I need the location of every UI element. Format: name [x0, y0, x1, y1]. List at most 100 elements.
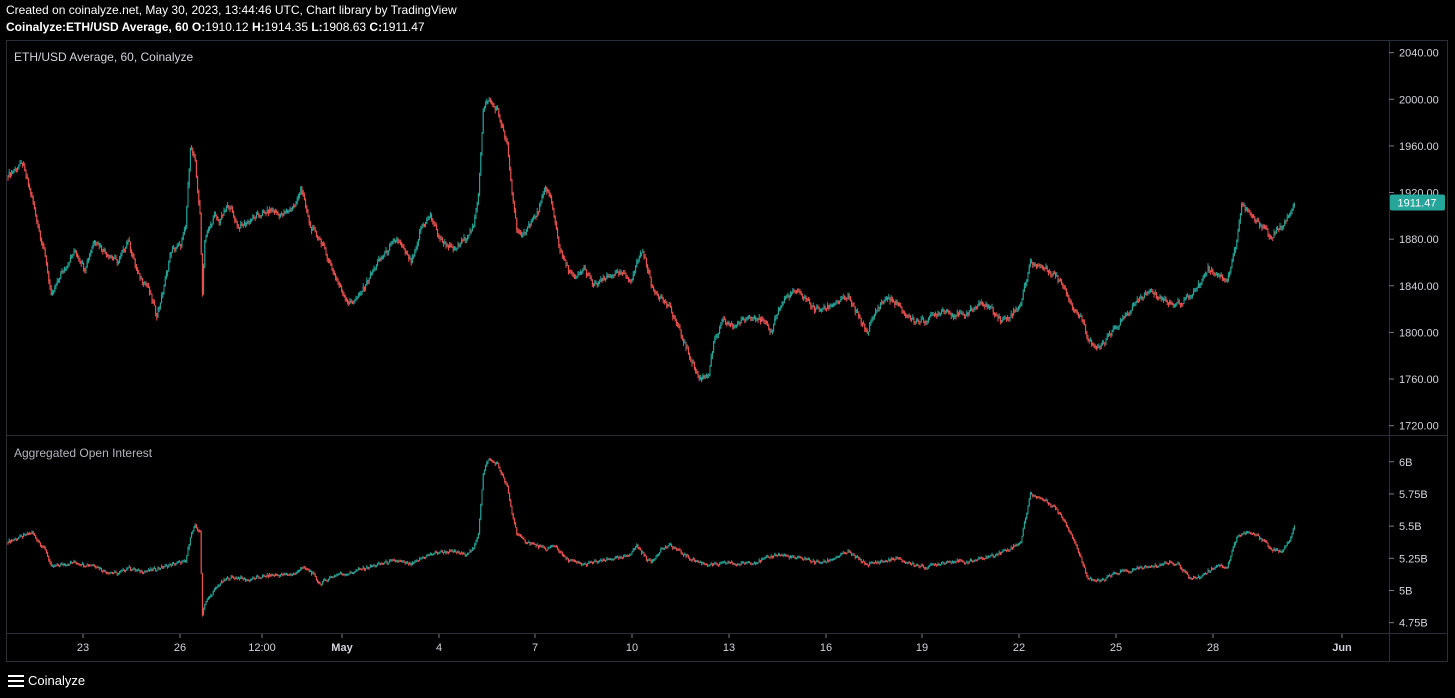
candle-body: [1067, 293, 1069, 296]
candle-body: [35, 208, 37, 215]
candle-body: [813, 305, 815, 311]
candle-body: [414, 252, 416, 257]
candle-body: [85, 266, 87, 271]
candle-body: [667, 305, 669, 307]
candle-body: [33, 203, 35, 209]
candle-body: [389, 560, 391, 563]
candle-body: [143, 281, 145, 284]
candle-body: [449, 550, 451, 553]
candle-body: [914, 565, 916, 567]
candle-body: [1199, 576, 1201, 578]
candle-body: [943, 309, 945, 311]
hamburger-icon: [8, 674, 24, 687]
candle-body: [155, 305, 157, 313]
candle-body: [1047, 502, 1049, 504]
candle-body: [49, 560, 51, 564]
candle-body: [977, 306, 979, 308]
candle-body: [510, 169, 512, 181]
candle-body: [889, 297, 891, 302]
candle-body: [944, 310, 946, 312]
candle-body: [1238, 535, 1240, 537]
candle-body: [1118, 573, 1120, 575]
candle-body: [27, 179, 29, 186]
high-value: 1914.35: [264, 20, 308, 34]
candle-body: [203, 265, 205, 294]
candle-body: [216, 216, 218, 219]
candle-body: [704, 563, 706, 565]
candle-body: [764, 322, 766, 324]
candle-body: [164, 278, 166, 287]
candle-body: [926, 567, 928, 569]
candle-body: [415, 249, 417, 253]
candle-body: [1074, 539, 1076, 543]
candle-body: [1055, 273, 1057, 277]
candle-body: [1225, 279, 1227, 281]
candle-body: [621, 273, 623, 275]
candle-body: [821, 562, 823, 564]
candle-body: [665, 546, 667, 549]
candle-body: [1064, 286, 1066, 289]
candle-body: [569, 560, 571, 562]
candle-body: [447, 551, 449, 553]
candle-body: [626, 276, 628, 278]
candle-body: [331, 264, 333, 269]
candle-body: [312, 228, 314, 231]
candle-body: [120, 571, 122, 573]
candle-body: [1284, 546, 1286, 550]
candle-body: [373, 268, 375, 271]
candle-body: [648, 559, 650, 561]
candle-body: [1148, 566, 1150, 568]
candle-body: [762, 559, 764, 561]
candle-body: [1082, 319, 1084, 322]
candle-body: [227, 577, 229, 579]
candle-body: [1287, 216, 1289, 218]
candle-body: [581, 271, 583, 273]
candle-body: [222, 581, 224, 583]
candle-body: [1206, 572, 1208, 574]
candle-body: [258, 213, 260, 216]
candle-body: [427, 217, 429, 220]
candle-body: [737, 564, 739, 566]
candle-body: [396, 238, 398, 242]
candle-body: [451, 246, 453, 248]
axis-tick-label: 5B: [1399, 586, 1412, 598]
axis-tick-label: 2040.00: [1399, 48, 1439, 60]
candle-body: [101, 245, 103, 250]
candle-body: [675, 320, 677, 325]
candle-body: [552, 203, 554, 210]
candle-body: [308, 216, 310, 224]
candle-body: [241, 224, 243, 226]
candle-body: [197, 527, 199, 530]
candle-body: [1014, 545, 1016, 547]
candle-body: [1254, 533, 1256, 536]
candle-body: [1249, 211, 1251, 214]
candle-body: [194, 157, 196, 162]
candle-body: [576, 561, 578, 563]
candle-body: [896, 302, 898, 305]
candle-body: [1063, 518, 1065, 521]
candle-body: [255, 577, 257, 579]
candle-body: [37, 221, 39, 226]
candle-body: [291, 207, 293, 210]
candle-body: [105, 252, 107, 255]
candle-body: [474, 217, 476, 227]
candle-body: [705, 374, 707, 377]
candle-body: [30, 533, 32, 535]
candle-body: [67, 263, 69, 267]
candle-body: [150, 569, 152, 571]
candle-body: [638, 256, 640, 261]
candle-body: [1231, 261, 1233, 268]
candle-body: [92, 564, 94, 566]
candle-body: [635, 547, 637, 549]
brand-footer[interactable]: Coinalyze: [8, 673, 85, 688]
candle-body: [702, 376, 704, 380]
candle-body: [336, 277, 338, 280]
candle-body: [614, 557, 616, 559]
brand-label: Coinalyze: [28, 673, 86, 688]
candle-body: [684, 342, 686, 344]
candle-body: [1111, 574, 1113, 577]
candle-body: [807, 300, 809, 302]
candle-body: [440, 551, 442, 553]
candle-body: [721, 321, 723, 326]
